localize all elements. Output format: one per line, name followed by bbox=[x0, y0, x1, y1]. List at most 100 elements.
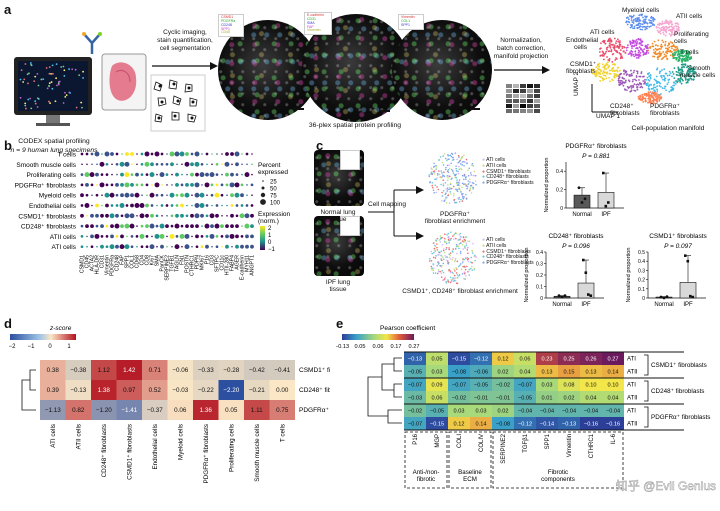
umap-point bbox=[641, 26, 644, 28]
e-cell-label: 0.13 bbox=[586, 370, 597, 376]
dotplot-dot bbox=[230, 224, 234, 228]
umap-point bbox=[673, 29, 676, 32]
e-cell bbox=[426, 417, 448, 430]
dotplot-dot bbox=[191, 245, 193, 248]
umap-point bbox=[673, 45, 676, 48]
dotplot-dot bbox=[130, 173, 134, 176]
dotplot-dot bbox=[104, 151, 110, 157]
umap-point bbox=[652, 20, 655, 22]
umap-point bbox=[613, 37, 616, 40]
map-cell bbox=[433, 172, 436, 175]
dotplot-dot bbox=[246, 194, 248, 196]
umap-point bbox=[669, 20, 672, 22]
map-cell bbox=[461, 186, 463, 189]
umap-point bbox=[622, 46, 625, 48]
monitor-dot bbox=[36, 106, 39, 108]
dotplot-dot bbox=[136, 153, 138, 155]
map-cell bbox=[451, 152, 453, 155]
umap-point bbox=[658, 51, 661, 53]
map-cell bbox=[433, 267, 435, 269]
dotplot-dot bbox=[150, 213, 154, 218]
map-cell bbox=[441, 161, 444, 164]
umap-point bbox=[638, 19, 641, 21]
matrix-cell bbox=[520, 89, 526, 93]
umap-point bbox=[667, 42, 670, 45]
d-cell-label: 0.05 bbox=[225, 407, 238, 414]
dotplot-dot bbox=[85, 224, 89, 228]
umap-point bbox=[640, 40, 643, 43]
dotplot-dot bbox=[230, 204, 234, 207]
umap-point bbox=[663, 55, 666, 58]
e-cell-label: 0.05 bbox=[432, 357, 443, 363]
dotplot-dot bbox=[115, 213, 119, 218]
monitor-dot bbox=[63, 75, 66, 77]
e-col-label: SPP1 bbox=[545, 433, 551, 449]
dotplot-dot bbox=[225, 234, 229, 239]
d-cell-label: −0.33 bbox=[198, 367, 214, 374]
d-cell-label: −1.41 bbox=[121, 407, 137, 414]
monitor-dot bbox=[82, 77, 84, 79]
umap-point bbox=[648, 72, 651, 74]
umap-point bbox=[664, 40, 667, 43]
umap-point bbox=[655, 26, 658, 29]
map-cell bbox=[449, 239, 452, 241]
e-cell-label: −0.04 bbox=[562, 409, 576, 415]
dotplot-dot bbox=[240, 204, 244, 207]
map-cell bbox=[462, 265, 464, 268]
dotplot-dot bbox=[101, 153, 103, 155]
e-cell-label: 0.02 bbox=[498, 370, 509, 376]
umap-point bbox=[629, 74, 632, 77]
dotplot-marker-label: ANGPT1 bbox=[250, 255, 256, 276]
umap-point bbox=[676, 74, 679, 76]
umap-point bbox=[622, 84, 625, 87]
e-cell-label: −0.02 bbox=[452, 396, 466, 402]
monitor-dot bbox=[24, 102, 27, 105]
umap-point bbox=[648, 91, 651, 94]
umap-point bbox=[658, 84, 661, 87]
e-cell-label: −0.13 bbox=[562, 422, 576, 428]
map-cell bbox=[449, 270, 452, 272]
umap-point bbox=[598, 65, 601, 68]
dotplot-dot bbox=[180, 213, 184, 218]
umap-point bbox=[660, 26, 663, 29]
umap-point bbox=[607, 40, 610, 43]
umap-point bbox=[648, 25, 651, 28]
map-cell bbox=[471, 249, 473, 252]
e-row-label: ATI bbox=[627, 383, 636, 389]
monitor-dot bbox=[19, 96, 22, 99]
dotplot-dot bbox=[136, 163, 138, 166]
umap-point bbox=[639, 86, 642, 89]
umap-point bbox=[675, 58, 678, 61]
umap-point bbox=[667, 81, 670, 84]
umap-point bbox=[676, 27, 678, 30]
umap-point bbox=[602, 52, 605, 55]
matrix-cell bbox=[513, 89, 519, 93]
map-cell bbox=[450, 168, 453, 171]
bar-y-tick-label: 0.4 bbox=[556, 169, 563, 175]
umap-xlabel: UMAP 1 bbox=[596, 113, 621, 120]
umap-point bbox=[617, 77, 620, 80]
map-cell bbox=[454, 270, 456, 272]
umap-point bbox=[639, 28, 642, 31]
panel-label-e: e bbox=[336, 316, 344, 331]
dotplot-dot bbox=[105, 183, 109, 187]
dotplot-dot bbox=[211, 204, 213, 207]
umap-point bbox=[645, 100, 647, 102]
umap-point bbox=[664, 44, 666, 47]
dotplot-dot bbox=[139, 233, 145, 239]
map-cell bbox=[441, 269, 443, 272]
e-cell bbox=[602, 365, 624, 378]
e-cell bbox=[492, 404, 514, 417]
umap-point bbox=[601, 40, 604, 43]
dotplot-dot bbox=[225, 183, 229, 187]
map-cell bbox=[456, 158, 458, 161]
dotplot-dot bbox=[235, 234, 239, 239]
e-col-group-label: components bbox=[541, 476, 575, 483]
map-cell bbox=[455, 272, 458, 274]
monitor-dot bbox=[68, 68, 70, 70]
umap-point bbox=[673, 26, 676, 28]
umap-point bbox=[660, 76, 663, 79]
segmentation-sketch bbox=[150, 74, 206, 132]
monitor-dot bbox=[57, 82, 60, 85]
d-cell bbox=[142, 400, 168, 420]
